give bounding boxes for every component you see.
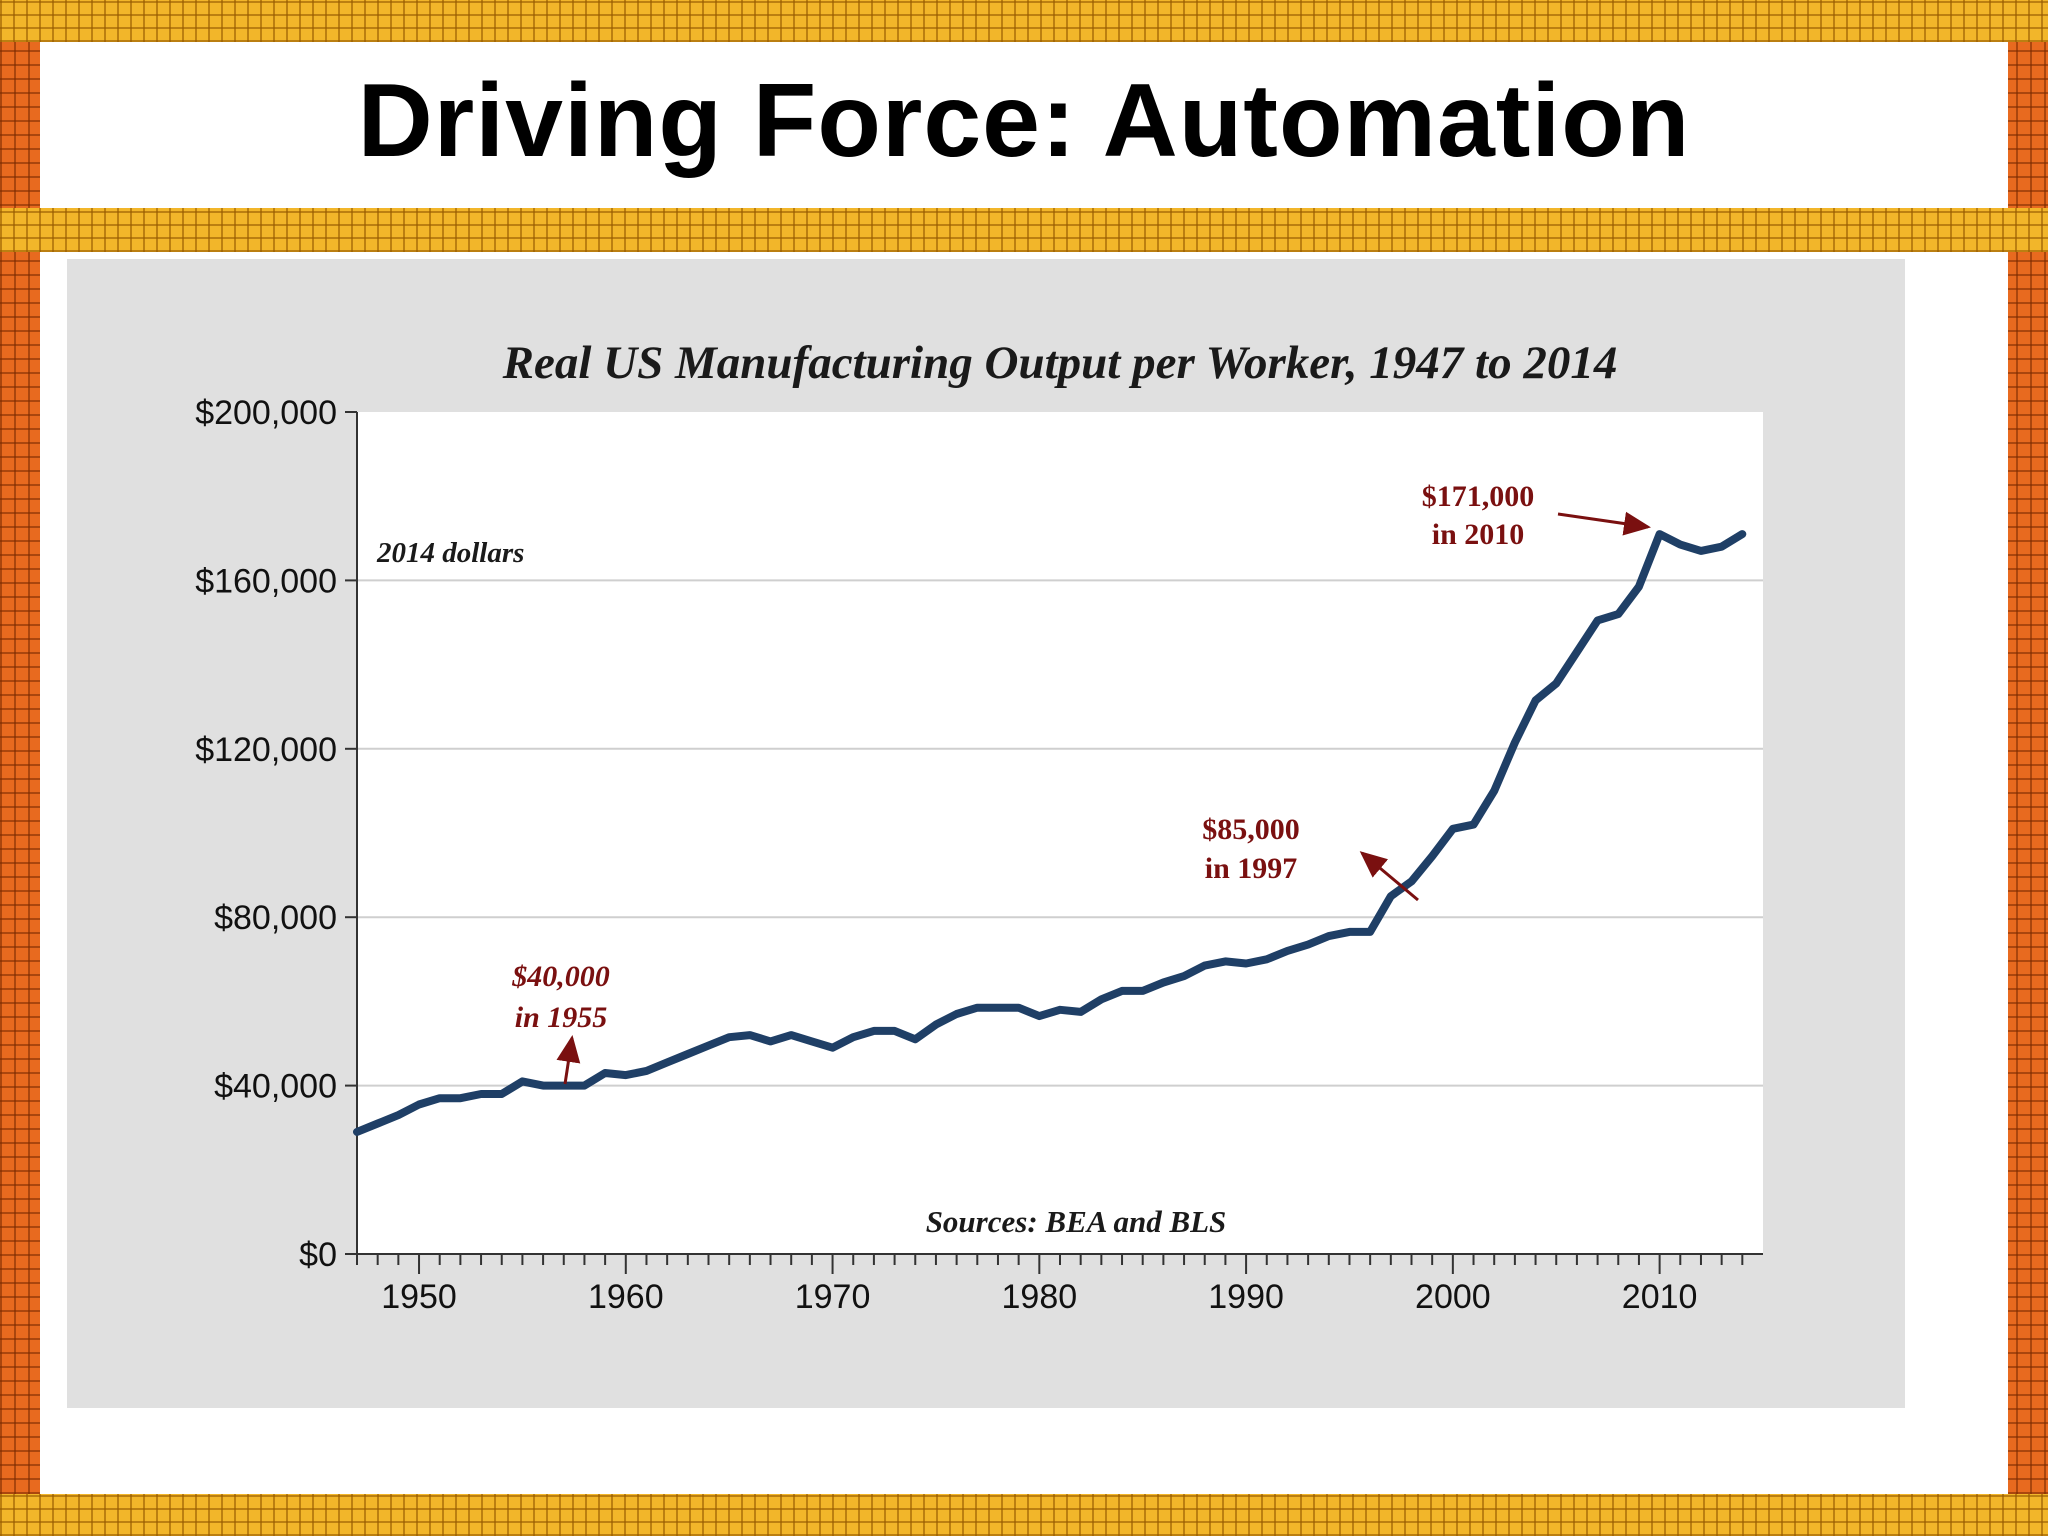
y-tick-label: $200,000 [195, 394, 337, 432]
y-tick-label: $80,000 [214, 899, 337, 937]
annotation-1955-arrow [556, 1035, 581, 1085]
decorative-border-bottom [0, 1494, 2048, 1536]
annotation-1955-value: $40,000 [511, 960, 610, 993]
chart-title: Real US Manufacturing Output per Worker,… [502, 337, 1618, 389]
plot-area [357, 412, 1763, 1254]
chart: $0 $40,000 $80,000 $120,000 $160,000 $200,000… [67, 259, 1905, 1408]
annotation-1997-year: in 1997 [1205, 852, 1298, 885]
x-tick-label: 1950 [381, 1278, 457, 1316]
x-tick-label: 1990 [1208, 1278, 1284, 1316]
annotation-2010-year: in 2010 [1432, 518, 1525, 551]
content-panel: $0 $40,000 $80,000 $120,000 $160,000 $200,000… [40, 252, 2008, 1494]
annotation-1955: $40,000 in 1955 [511, 960, 610, 1085]
y-tick-label: $120,000 [195, 731, 337, 769]
annotation-2010-value: $171,000 [1422, 480, 1535, 513]
x-tick-label: 1960 [588, 1278, 664, 1316]
y-tick-label: $0 [299, 1236, 337, 1274]
annotation-1997-arrow [1359, 851, 1419, 902]
axis-ticks: $0 $40,000 $80,000 $120,000 $160,000 $200,000… [195, 394, 1744, 1316]
x-tick-label: 2000 [1415, 1278, 1491, 1316]
chart-subtitle: 2014 dollars [376, 537, 524, 569]
annotation-2010: $171,000 in 2010 [1422, 480, 1651, 551]
annotation-1997: $85,000 in 1997 [1202, 813, 1419, 902]
annotation-2010-arrow [1557, 511, 1651, 536]
x-tick-label: 1980 [1002, 1278, 1078, 1316]
annotations: $40,000 in 1955 $85,000 in 1997 $171,000… [511, 480, 1651, 1085]
annotation-1997-value: $85,000 [1202, 813, 1300, 846]
decorative-border-top [0, 0, 2048, 42]
y-tick-label: $160,000 [195, 562, 337, 600]
series-line [353, 530, 1747, 1136]
y-tick-label: $40,000 [214, 1068, 337, 1106]
title-panel: Driving Force: Automation [40, 42, 2008, 208]
annotation-1955-year: in 1955 [515, 1001, 608, 1034]
chart-source: Sources: BEA and BLS [926, 1204, 1227, 1239]
x-tick-label: 1970 [795, 1278, 871, 1316]
x-tick-label: 2010 [1622, 1278, 1698, 1316]
decorative-border-middle [0, 208, 2048, 252]
page-title: Driving Force: Automation [357, 62, 1691, 179]
